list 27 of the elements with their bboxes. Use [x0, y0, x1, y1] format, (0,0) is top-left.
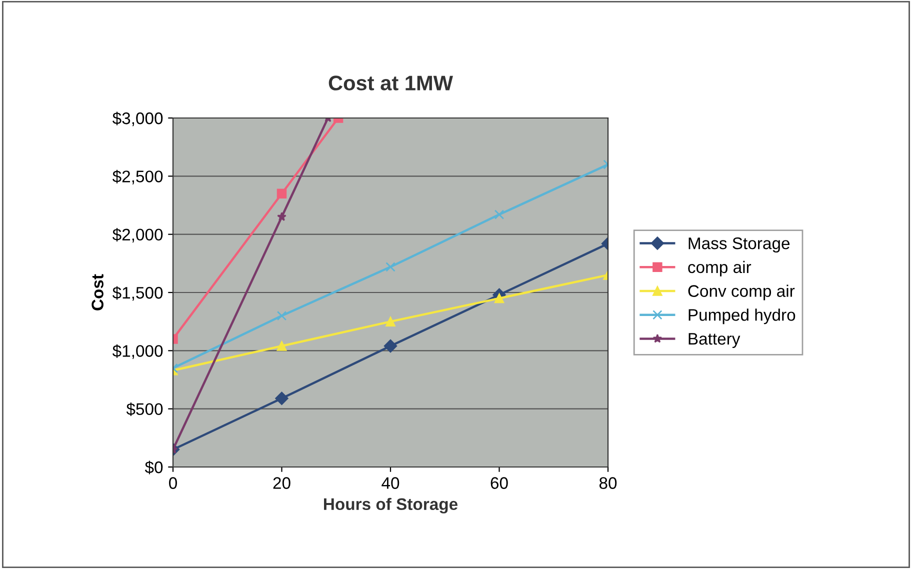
- legend-label: Battery: [688, 333, 740, 348]
- legend-label: Mass Storage: [688, 237, 790, 253]
- x-tick-label: 20: [273, 477, 290, 489]
- point: [386, 262, 396, 272]
- point: [386, 316, 396, 326]
- y-tick-label: $0: [144, 460, 163, 474]
- y-tick-label: $2,000: [112, 228, 163, 243]
- point: [494, 210, 504, 220]
- y-axis-title: Cost: [92, 274, 104, 310]
- y-tick-label: $500: [126, 402, 163, 416]
- x-axis-title: Hours of Storage: [324, 498, 458, 514]
- point: [275, 392, 288, 405]
- point: [276, 341, 287, 351]
- y-tick-label: $1,500: [112, 286, 163, 301]
- y-tick-label: $3,000: [112, 112, 163, 126]
- y-tick-label: $1,000: [112, 344, 163, 359]
- x-tick-label: 60: [490, 477, 508, 489]
- chart-title: Cost at 1MW: [328, 76, 453, 90]
- legend-label: comp air: [688, 260, 752, 276]
- point: [276, 310, 287, 321]
- legend-label: Pumped hydro: [688, 308, 796, 324]
- y-tick-label: $2,500: [112, 170, 163, 184]
- x-tick-label: 80: [599, 477, 617, 489]
- x-tick-label: 40: [382, 477, 400, 489]
- point: [384, 339, 398, 353]
- x-tick-label: 0: [169, 477, 177, 489]
- legend-label: Conv comp air: [688, 284, 795, 300]
